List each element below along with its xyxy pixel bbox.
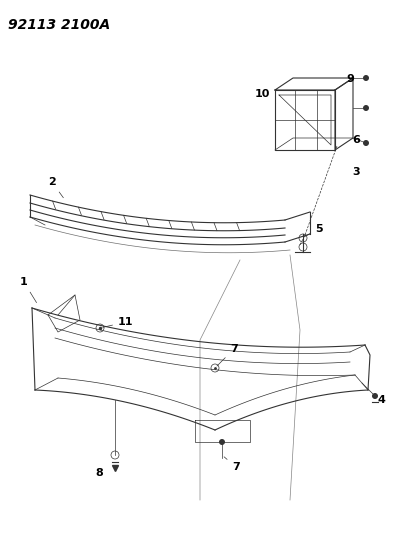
- Text: 4: 4: [377, 395, 385, 405]
- Text: 9: 9: [345, 74, 353, 84]
- Text: 1: 1: [20, 277, 36, 303]
- Text: 3: 3: [351, 167, 359, 177]
- Circle shape: [362, 75, 368, 81]
- Text: 6: 6: [351, 135, 359, 145]
- Text: 11: 11: [102, 317, 133, 327]
- Text: 5: 5: [304, 224, 322, 237]
- Text: 10: 10: [254, 89, 275, 103]
- Text: 7: 7: [224, 457, 239, 472]
- Circle shape: [362, 140, 368, 146]
- Text: 2: 2: [48, 177, 63, 198]
- Circle shape: [218, 439, 224, 445]
- Circle shape: [371, 393, 377, 399]
- Text: 7: 7: [216, 344, 237, 366]
- Circle shape: [362, 105, 368, 111]
- Text: 8: 8: [95, 468, 102, 478]
- Text: 92113 2100A: 92113 2100A: [8, 18, 110, 32]
